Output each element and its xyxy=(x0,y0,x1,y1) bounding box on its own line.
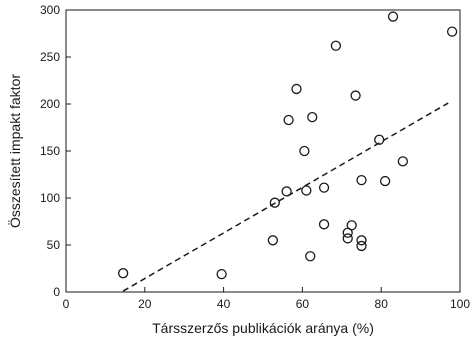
x-tick-label: 80 xyxy=(375,297,389,311)
data-point xyxy=(283,114,294,126)
data-point xyxy=(387,11,399,22)
y-tick-label: 200 xyxy=(40,97,60,111)
data-point xyxy=(281,186,292,197)
plot-axes xyxy=(65,9,461,293)
data-point xyxy=(346,220,357,231)
data-point xyxy=(267,235,279,246)
data-point xyxy=(330,40,342,51)
x-tick-label: 0 xyxy=(63,297,70,311)
y-tick-label: 150 xyxy=(40,144,60,158)
data-point xyxy=(318,182,330,193)
data-point xyxy=(379,175,391,187)
data-point xyxy=(356,174,367,186)
y-tick-label: 300 xyxy=(40,3,60,17)
trendline-group xyxy=(122,102,449,292)
data-point xyxy=(374,134,385,145)
data-point xyxy=(117,268,129,279)
trendline xyxy=(122,102,449,292)
y-axis-title: Összesített impakt faktor xyxy=(6,74,23,228)
y-tick-label: 100 xyxy=(40,191,60,205)
axis-ticks: 0 20 40 60 80 100 0 50 100 150 200 250 300 xyxy=(40,3,470,311)
data-point xyxy=(356,235,367,246)
y-tick-label: 250 xyxy=(40,50,60,64)
x-tick-label: 40 xyxy=(217,297,231,311)
data-point xyxy=(216,268,227,280)
data-point xyxy=(291,83,302,95)
x-tick-label: 20 xyxy=(138,297,152,311)
data-point xyxy=(356,240,367,252)
data-point xyxy=(342,233,353,244)
data-point xyxy=(305,251,316,262)
data-points xyxy=(117,11,458,280)
x-tick-label: 100 xyxy=(450,297,470,311)
data-point xyxy=(397,156,409,167)
data-point xyxy=(350,90,361,101)
data-point xyxy=(318,219,330,230)
x-tick-label: 60 xyxy=(296,297,310,311)
data-point xyxy=(307,112,318,123)
x-axis-title: Társszerzős publikációk aránya (%) xyxy=(152,320,374,336)
y-tick-label: 0 xyxy=(53,285,60,299)
data-point xyxy=(301,185,312,196)
y-tick-label: 50 xyxy=(47,238,61,252)
data-point xyxy=(446,26,458,37)
data-point xyxy=(269,197,280,208)
plot-frame xyxy=(65,9,461,293)
data-point xyxy=(299,145,310,157)
